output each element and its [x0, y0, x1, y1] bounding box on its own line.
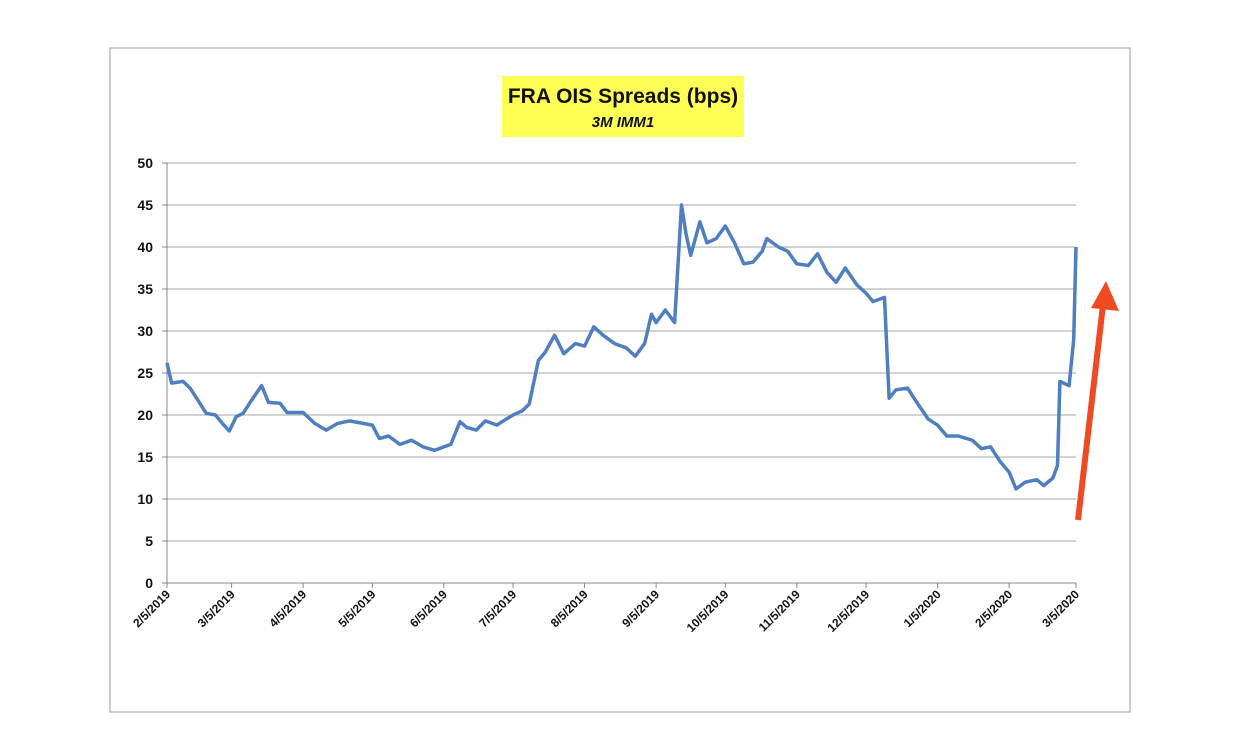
- y-tick-label: 10: [137, 491, 153, 507]
- chart-frame: [109, 47, 1131, 713]
- y-tick-label: 5: [145, 533, 153, 549]
- y-tick-label: 25: [137, 365, 153, 381]
- arrow-head: [1091, 281, 1119, 311]
- title-box: [502, 76, 744, 137]
- y-tick-label: 15: [137, 449, 153, 465]
- arrow-shaft: [1075, 304, 1106, 521]
- y-tick-label: 20: [137, 407, 153, 423]
- y-tick-label: 35: [137, 281, 153, 297]
- grid: [167, 162, 1076, 584]
- y-tick-label: 45: [137, 197, 153, 213]
- y-tick-label: 40: [137, 239, 153, 255]
- y-tick-label: 50: [137, 155, 153, 171]
- line-series: [165, 203, 1078, 491]
- marks: [165, 203, 1078, 491]
- y-tick-label: 0: [145, 575, 153, 591]
- chart-title: FRA OIS Spreads (bps): [508, 85, 738, 108]
- chart-subtitle: 3M IMM1: [592, 114, 655, 131]
- y-tick-label: 30: [137, 323, 153, 339]
